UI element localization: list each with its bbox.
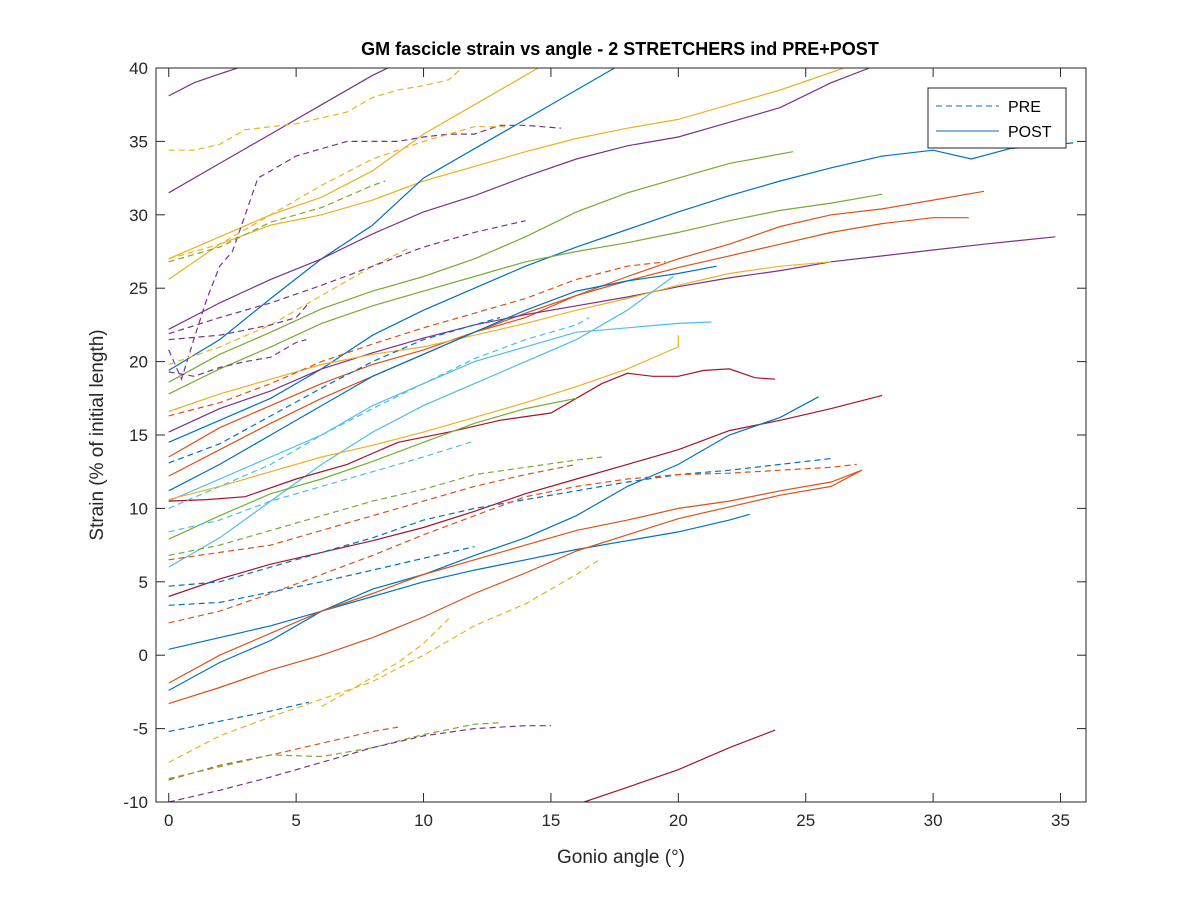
pre-series-line-35 <box>168 317 590 509</box>
pre-series-line-27 <box>168 126 506 260</box>
post-series-line-15 <box>168 276 674 568</box>
pre-series-line-44 <box>168 701 310 733</box>
pre-series-line-45 <box>168 726 399 781</box>
y-tick-label: 5 <box>139 573 148 592</box>
x-axis-label: Gonio angle (°) <box>557 847 685 868</box>
post-series-line-3 <box>168 68 845 280</box>
x-tick-label: 35 <box>1051 811 1070 830</box>
x-tick-label: 20 <box>669 811 688 830</box>
post-series-line-16 <box>168 335 679 501</box>
legend-pre-label: PRE <box>1008 99 1041 116</box>
pre-series-line-31 <box>168 302 310 341</box>
y-tick-label: 10 <box>129 499 148 518</box>
pre-series-line-41 <box>168 546 475 606</box>
pre-series-line-26 <box>168 124 562 381</box>
post-series-line-5 <box>168 68 870 330</box>
pre-series-line-36 <box>168 440 475 533</box>
y-tick-label: 25 <box>129 279 148 298</box>
post-series-line-24 <box>583 729 776 802</box>
y-tick-label: 15 <box>129 426 148 445</box>
pre-series-line-47 <box>168 725 551 802</box>
post-series-line-11 <box>168 236 1056 433</box>
pre-series-line-28 <box>168 180 386 263</box>
post-series-line-10 <box>168 217 969 477</box>
post-series-line-13 <box>168 265 717 492</box>
post-series-line-17 <box>168 368 776 502</box>
y-tick-label: 30 <box>129 206 148 225</box>
plot-area <box>168 68 1074 802</box>
post-series-line-1 <box>168 68 389 194</box>
x-axis: 0 5 10 15 20 25 30 35 <box>164 68 1070 830</box>
pre-series-line-39 <box>168 457 832 587</box>
post-series-line-4 <box>168 68 615 371</box>
x-tick-label: 10 <box>414 811 433 830</box>
post-series-line-2 <box>168 68 539 260</box>
y-tick-label: 35 <box>129 132 148 151</box>
x-tick-label: 25 <box>796 811 815 830</box>
pre-series-line-40 <box>168 463 857 624</box>
y-tick-label: -5 <box>133 720 148 739</box>
y-tick-label: 40 <box>129 59 148 78</box>
legend-box <box>927 87 1067 149</box>
pre-series-line-29 <box>168 246 412 366</box>
x-tick-label: 15 <box>541 811 560 830</box>
pre-series-line-37 <box>168 456 602 556</box>
pre-series-line-42 <box>168 557 603 763</box>
post-series-line-20 <box>168 396 819 691</box>
legend: PRE POST <box>927 87 1067 149</box>
x-tick-label: 30 <box>924 811 943 830</box>
x-tick-label: 5 <box>291 811 300 830</box>
post-series-line-12 <box>168 261 832 413</box>
post-series-line-18 <box>168 397 577 540</box>
post-series-line-23 <box>168 469 863 705</box>
post-series-line-9 <box>168 190 985 458</box>
post-series-line-22 <box>168 469 863 684</box>
y-tick-label: 20 <box>129 353 148 372</box>
post-series-line-14 <box>168 321 712 502</box>
chart-title: GM fascicle strain vs angle - 2 STRETCHE… <box>361 39 879 59</box>
pre-series-line-25 <box>168 68 463 151</box>
y-tick-label: 0 <box>139 646 148 665</box>
pre-series-line-32 <box>168 339 307 377</box>
y-tick-label: -10 <box>123 793 148 812</box>
legend-post-label: POST <box>1008 124 1052 141</box>
axes-frame <box>155 67 1087 803</box>
post-series-line-6 <box>168 151 794 383</box>
y-axis: -10 -5 0 5 10 15 20 25 30 35 40 <box>123 59 1086 812</box>
post-series-line-21 <box>168 513 750 650</box>
post-series-line-0 <box>168 68 238 97</box>
pre-series-line-33 <box>168 261 666 417</box>
post-series-line-8 <box>168 193 883 395</box>
pre-series-line-46 <box>168 722 501 780</box>
pre-series-line-34 <box>168 317 501 464</box>
pre-series-line-38 <box>168 463 577 561</box>
pre-series-line-43 <box>321 618 450 708</box>
y-axis-label: Strain (% of initial length) <box>87 329 108 540</box>
pre-series-line-30 <box>168 220 526 335</box>
x-tick-label: 0 <box>164 811 173 830</box>
